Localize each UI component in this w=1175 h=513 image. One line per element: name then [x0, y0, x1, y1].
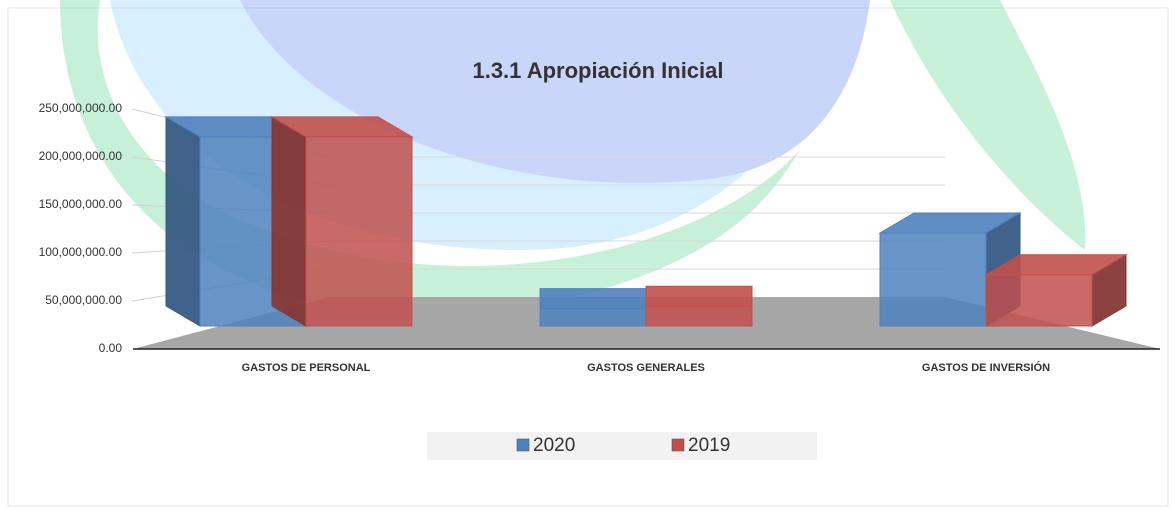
chart-title: 1.3.1 Apropiación Inicial	[472, 58, 723, 83]
y-tick-label: 100,000,000.00	[39, 245, 123, 259]
bar-side	[166, 117, 200, 326]
bar-top	[540, 289, 646, 309]
bar	[540, 309, 646, 326]
x-tick-label: GASTOS DE INVERSIÓN	[922, 361, 1050, 374]
page: 1.3.1 Apropiación Inicial 0.00 50,000,000…	[0, 0, 1175, 513]
y-tick-label: 250,000,000.00	[39, 101, 123, 115]
x-tick-label: GASTOS DE PERSONAL	[242, 362, 371, 374]
legend-box	[427, 432, 817, 460]
bar	[986, 275, 1092, 326]
legend-label: 2019	[688, 435, 730, 456]
bar	[306, 137, 412, 326]
bar	[646, 306, 752, 326]
legend-swatch	[517, 439, 529, 451]
legend-label: 2020	[533, 435, 575, 456]
bar-side	[272, 117, 306, 326]
x-tick-label: GASTOS GENERALES	[587, 362, 705, 374]
bar	[880, 233, 986, 326]
y-tick-label: 150,000,000.00	[39, 197, 123, 211]
y-tick-label: 0.00	[99, 341, 123, 355]
bar-top	[646, 286, 752, 306]
legend-swatch	[672, 439, 684, 451]
chart: 1.3.1 Apropiación Inicial 0.00 50,000,000…	[0, 0, 1175, 513]
y-tick-label: 200,000,000.00	[39, 149, 123, 163]
y-tick-label: 50,000,000.00	[45, 293, 122, 307]
